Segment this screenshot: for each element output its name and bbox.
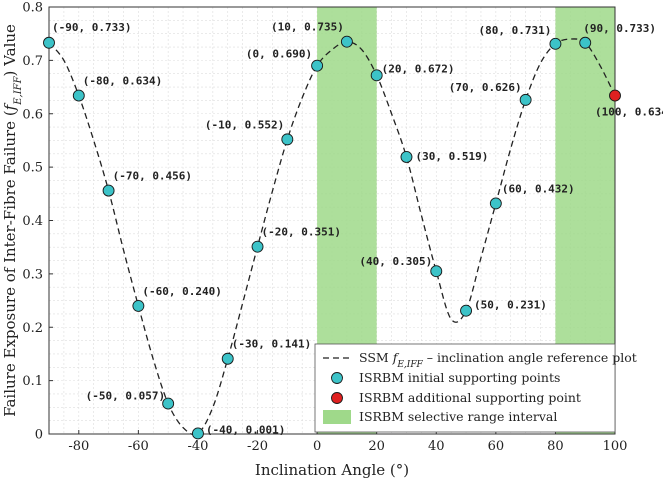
legend: SSM fE,IFF – inclination angle reference… xyxy=(314,343,637,433)
y-tick-label: 0.5 xyxy=(22,161,43,176)
legend-curve-suffix: – inclination angle reference plot xyxy=(423,350,637,365)
y-axis-title-f: f xyxy=(1,102,19,111)
point-label: (-90, 0.733) xyxy=(52,21,131,34)
initial-point xyxy=(251,240,264,253)
data-labels: (-90, 0.733) (-80, 0.634) (-70, 0.456) (-60… xyxy=(52,21,663,437)
x-tick-label: 40 xyxy=(428,439,445,454)
point-label: (70, 0.626) xyxy=(449,81,522,94)
x-tick-label: 60 xyxy=(488,439,505,454)
initial-point xyxy=(102,184,115,197)
initial-point xyxy=(162,397,175,410)
legend-initial-label: ISRBM initial supporting points xyxy=(359,370,560,385)
point-label: (80, 0.731) xyxy=(479,24,552,37)
initial-point xyxy=(400,151,413,163)
x-tick-label: -20 xyxy=(247,439,268,454)
initial-point xyxy=(370,69,383,82)
axis-ticks: -80 -60 -40 -20 0 20 40 60 80 100 0 0.1 0.2 0.3 0.4 0.5… xyxy=(22,1,627,455)
initial-point xyxy=(72,89,85,102)
initial-point xyxy=(579,36,592,49)
point-label: (10, 0.735) xyxy=(271,21,344,34)
legend-curve-sub: E,IFF xyxy=(396,360,423,370)
x-axis-title: Inclination Angle (°) xyxy=(255,461,409,479)
reference-curve xyxy=(48,38,616,436)
additional-point xyxy=(609,89,621,102)
point-label: (60, 0.432) xyxy=(502,182,575,195)
point-label: (90, 0.733) xyxy=(583,22,656,35)
initial-point xyxy=(489,197,502,210)
legend-initial-swatch xyxy=(331,372,343,384)
initial-point xyxy=(43,36,55,49)
legend-additional-label: ISRBM additional supporting point xyxy=(359,390,581,405)
initial-point xyxy=(340,35,353,48)
x-tick-label: -60 xyxy=(128,439,149,454)
data-points xyxy=(43,35,621,440)
point-label: (-70, 0.456) xyxy=(113,170,192,183)
point-label: (-40, 0.001) xyxy=(206,423,285,436)
y-tick-label: 0.8 xyxy=(22,1,43,16)
x-tick-label: -80 xyxy=(68,439,89,454)
initial-point xyxy=(281,133,294,146)
legend-curve-label: SSM fE,IFF – inclination angle reference… xyxy=(359,350,637,370)
point-label: (50, 0.231) xyxy=(474,299,547,312)
point-label: (30, 0.519) xyxy=(415,150,488,163)
initial-point xyxy=(430,265,443,278)
y-axis-title: Failure Exposure of Inter-Fibre Failure … xyxy=(1,24,24,417)
y-tick-label: 0.1 xyxy=(22,374,43,389)
legend-curve-prefix: SSM xyxy=(359,350,393,365)
y-tick-label: 0.6 xyxy=(22,107,43,122)
point-label: (20, 0.672) xyxy=(382,62,455,75)
x-tick-label: -40 xyxy=(187,439,208,454)
y-tick-label: 0 xyxy=(35,428,43,443)
x-tick-label: 20 xyxy=(368,439,385,454)
initial-point xyxy=(311,59,324,72)
initial-point xyxy=(132,299,145,312)
x-tick-label: 0 xyxy=(313,439,321,454)
point-label: (-60, 0.240) xyxy=(142,285,221,298)
y-tick-label: 0.3 xyxy=(22,267,43,282)
y-axis-title-suffix: ) Value xyxy=(1,24,19,76)
initial-point xyxy=(519,93,532,106)
point-label: (0, 0.690) xyxy=(246,48,312,61)
legend-box xyxy=(314,343,616,433)
x-tick-label: 100 xyxy=(603,439,628,454)
initial-point xyxy=(221,352,234,365)
point-label: (40, 0.305) xyxy=(359,255,432,268)
legend-curve-f: f xyxy=(392,350,400,365)
y-tick-label: 0.7 xyxy=(22,54,43,69)
point-label: (-20, 0.351) xyxy=(262,226,341,239)
point-label: (-10, 0.552) xyxy=(205,118,284,131)
legend-range-swatch xyxy=(323,410,351,424)
x-tick-label: 80 xyxy=(547,439,564,454)
point-label: (-50, 0.057) xyxy=(86,390,165,403)
legend-additional-swatch xyxy=(331,392,343,404)
initial-point xyxy=(549,37,562,50)
point-label: (-30, 0.141) xyxy=(232,338,311,351)
y-tick-label: 0.2 xyxy=(22,321,43,336)
y-axis-title-sub: E,IFF xyxy=(13,75,24,105)
y-axis-title-prefix: Failure Exposure of Inter-Fibre Failure … xyxy=(1,110,19,417)
legend-range-label: ISRBM selective range interval xyxy=(359,409,557,424)
initial-point xyxy=(460,304,473,317)
y-tick-label: 0.4 xyxy=(22,214,43,229)
initial-point xyxy=(191,427,204,440)
point-label: (-80, 0.634) xyxy=(83,75,162,88)
point-label: (100, 0.634) xyxy=(595,106,663,119)
